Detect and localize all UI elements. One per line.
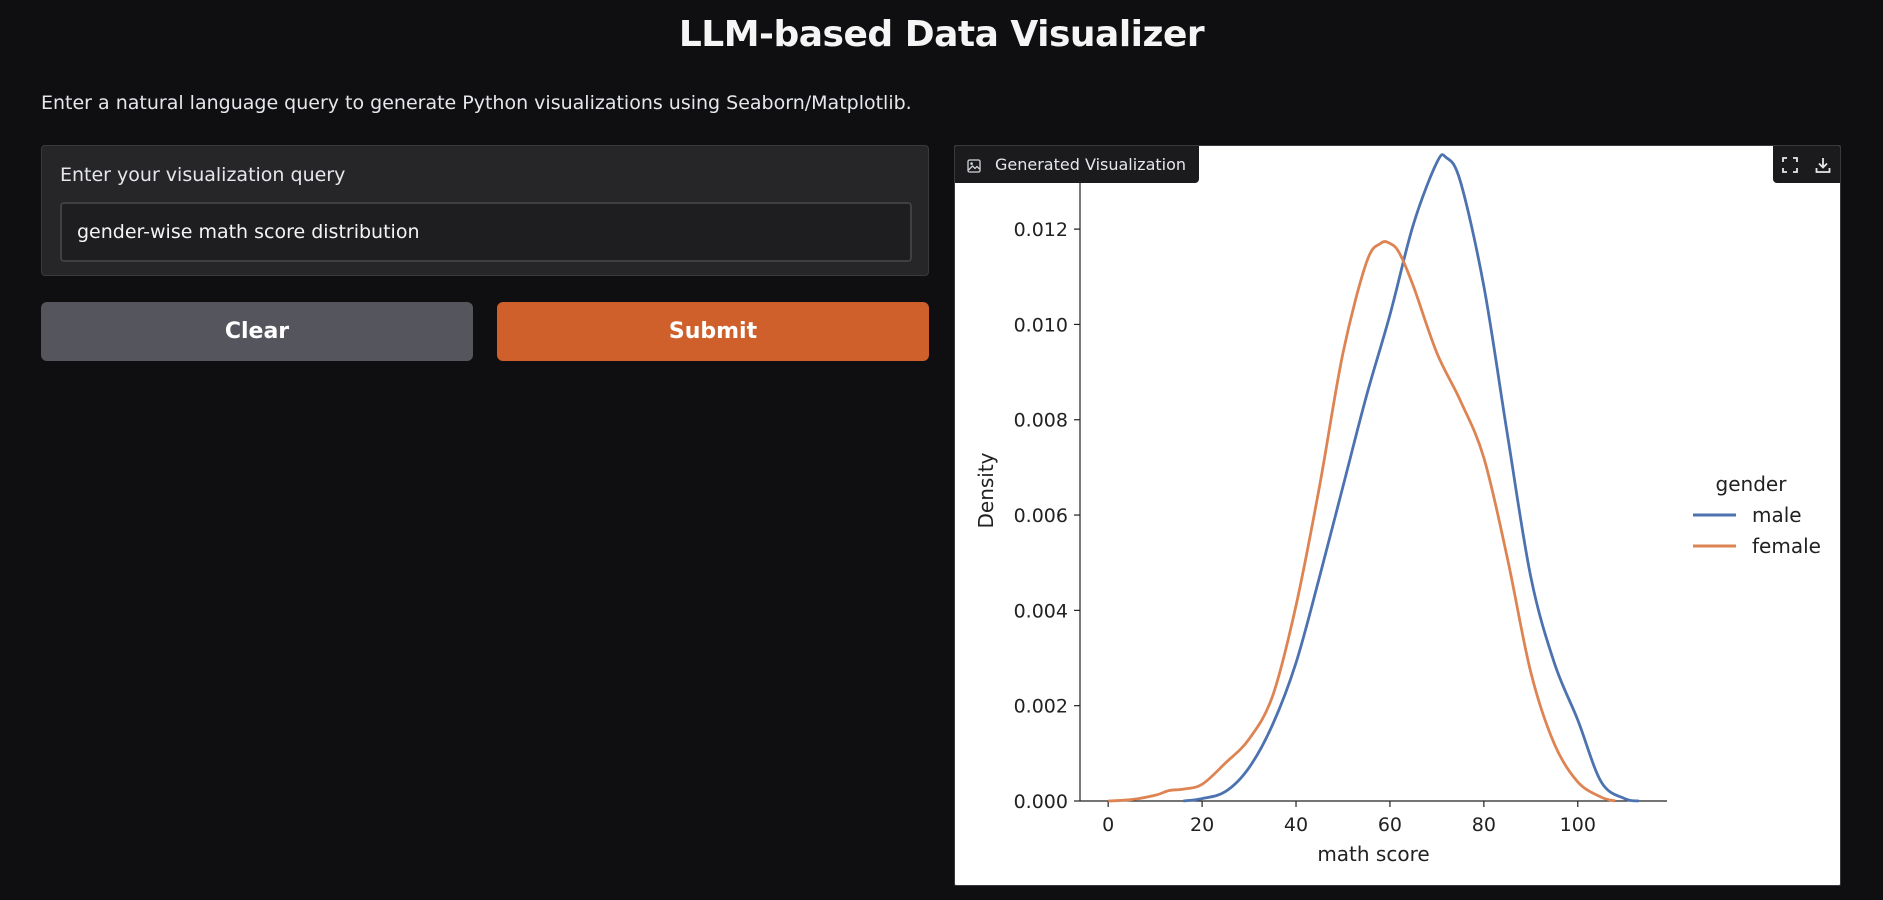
submit-button[interactable]: Submit	[497, 302, 929, 361]
series-line-female	[1108, 240, 1616, 803]
page-description: Enter a natural language query to genera…	[41, 92, 912, 114]
y-tick-label: 0.000	[1014, 791, 1068, 813]
density-chart: 0.000 0.002 0.004 0.006 0.008 0.010 0.012 0 20 40…	[974, 153, 1821, 866]
visualization-panel: 0.000 0.002 0.004 0.006 0.008 0.010 0.012 0 20 40…	[954, 145, 1841, 886]
download-icon[interactable]	[1811, 153, 1835, 177]
query-input[interactable]	[60, 202, 912, 262]
y-tick-label: 0.010	[1014, 314, 1068, 336]
x-tick-label: 60	[1378, 814, 1402, 836]
y-tick-label: 0.008	[1014, 410, 1068, 432]
visualization-toolbar	[1773, 146, 1840, 183]
y-tick-label: 0.006	[1014, 505, 1068, 527]
series-line-male	[1183, 153, 1640, 803]
y-tick-label: 0.004	[1014, 600, 1068, 622]
fullscreen-icon[interactable]	[1778, 153, 1802, 177]
x-tick-label: 100	[1560, 814, 1596, 836]
x-axis-label: math score	[1317, 842, 1429, 866]
y-tick-label: 0.002	[1014, 696, 1068, 718]
y-tick-label: 0.012	[1014, 219, 1068, 241]
query-label: Enter your visualization query	[60, 164, 346, 186]
y-axis-label: Density	[974, 452, 998, 528]
legend-label-male: male	[1752, 503, 1802, 527]
legend-label-female: female	[1752, 534, 1821, 558]
clear-button[interactable]: Clear	[41, 302, 473, 361]
x-tick-label: 80	[1472, 814, 1496, 836]
x-tick-label: 20	[1190, 814, 1214, 836]
page-title: LLM-based Data Visualizer	[678, 14, 1205, 55]
query-panel: Enter your visualization query	[41, 145, 929, 276]
visualization-label-tag: Generated Visualization	[955, 146, 1200, 183]
x-tick-label: 40	[1284, 814, 1308, 836]
image-icon	[967, 158, 981, 173]
visualization-label: Generated Visualization	[995, 155, 1187, 174]
x-tick-label: 0	[1102, 814, 1114, 836]
legend-title: gender	[1716, 472, 1788, 496]
